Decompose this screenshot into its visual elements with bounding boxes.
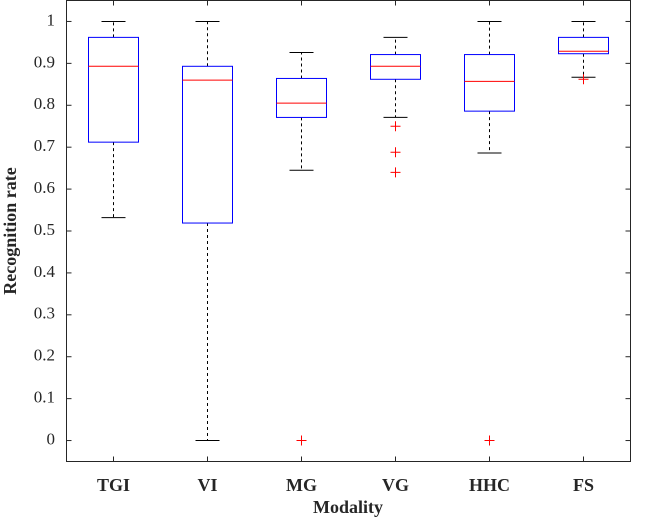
outlier bbox=[390, 167, 401, 178]
y-tick-label: 0.5 bbox=[34, 220, 55, 239]
y-tick-label: 0.6 bbox=[34, 178, 55, 197]
box bbox=[558, 36, 609, 55]
y-tick-label: 0.9 bbox=[34, 52, 55, 71]
y-axis-label: Recognition rate bbox=[0, 167, 20, 294]
y-tick-label: 0.1 bbox=[34, 388, 55, 407]
y-tick-label: 1 bbox=[47, 10, 56, 29]
plot-frame bbox=[66, 0, 631, 462]
y-tick-label: 0.4 bbox=[34, 262, 56, 281]
box bbox=[276, 77, 327, 118]
y-tick-label: 0.3 bbox=[34, 304, 55, 323]
x-tick-label: FS bbox=[573, 475, 594, 495]
box bbox=[370, 54, 421, 80]
x-tick-label: MG bbox=[286, 475, 317, 495]
y-tick-label: 0.7 bbox=[34, 136, 56, 155]
outlier bbox=[578, 74, 589, 85]
box bbox=[88, 36, 139, 143]
outlier bbox=[484, 435, 495, 446]
y-tick-label: 0.8 bbox=[34, 94, 55, 113]
y-tick-label: 0 bbox=[47, 429, 56, 448]
box bbox=[464, 54, 515, 112]
outlier bbox=[296, 435, 307, 446]
outlier bbox=[390, 147, 401, 158]
x-tick-label: VI bbox=[197, 475, 217, 495]
y-tick-label: 0.2 bbox=[34, 346, 55, 365]
outlier bbox=[390, 121, 401, 132]
x-tick-label: VG bbox=[382, 475, 409, 495]
box bbox=[182, 65, 233, 224]
x-tick-label: HHC bbox=[469, 475, 510, 495]
x-axis-label: Modality bbox=[313, 497, 383, 517]
x-tick-label: TGI bbox=[97, 475, 130, 495]
